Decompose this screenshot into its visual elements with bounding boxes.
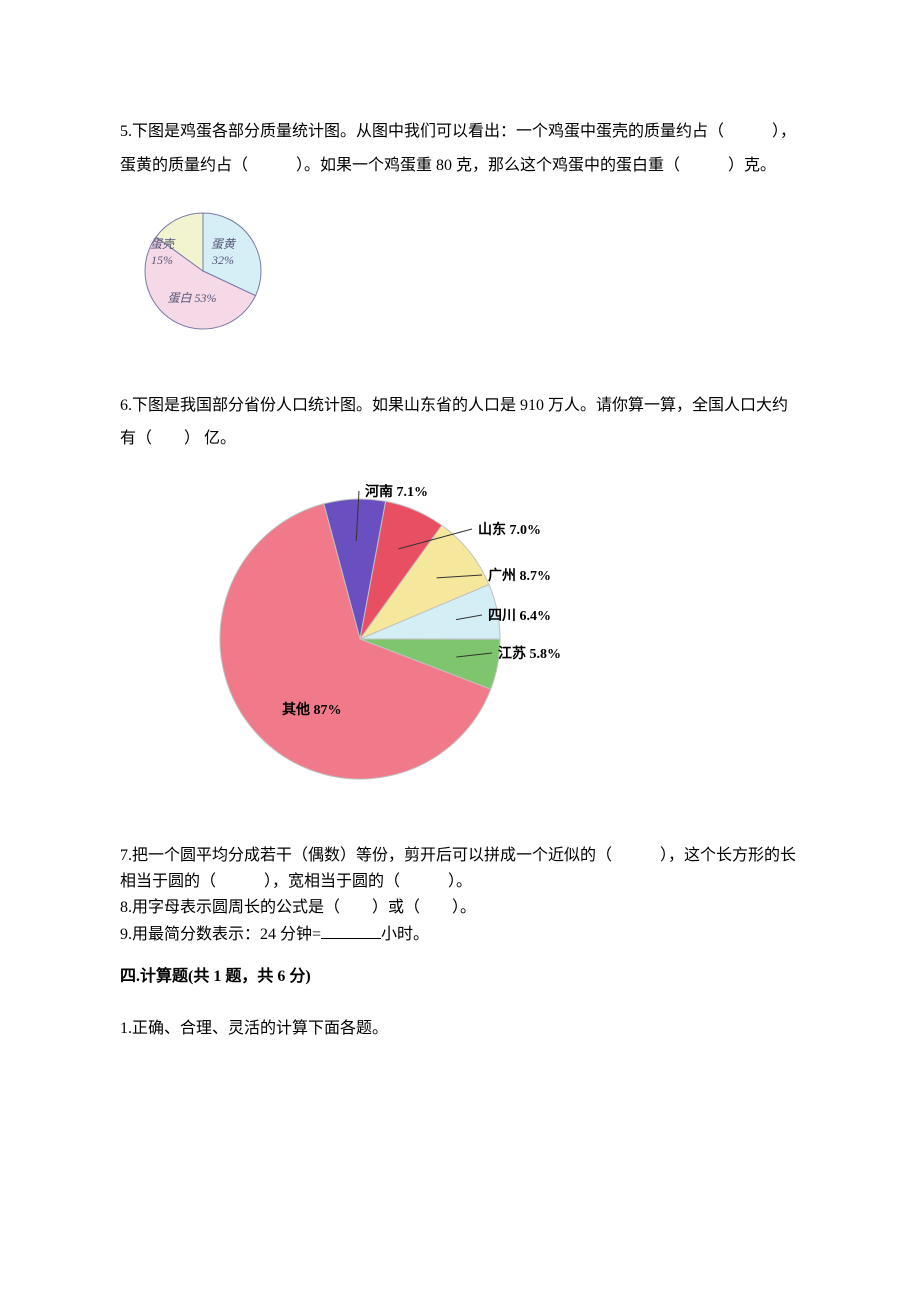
egg-pie-chart: 蛋黄 32% 蛋壳 15% 蛋白 53% xyxy=(128,206,288,346)
question-5-chart: 蛋黄 32% 蛋壳 15% 蛋白 53% xyxy=(128,206,800,359)
question-7-text: 7.把一个圆平均分成若干（偶数）等份，剪开后可以拼成一个近似的（ ），这个长方形… xyxy=(120,843,800,896)
svg-text:广州 8.7%: 广州 8.7% xyxy=(488,567,551,584)
q9-prefix: 9.用最简分数表示：24 分钟= xyxy=(120,926,321,943)
questions-7-9: 7.把一个圆平均分成若干（偶数）等份，剪开后可以拼成一个近似的（ ），这个长方形… xyxy=(120,843,800,949)
svg-text:四川 6.4%: 四川 6.4% xyxy=(488,608,551,624)
section-4-q1: 1.正确、合理、灵活的计算下面各题。 xyxy=(120,1012,800,1046)
q9-blank xyxy=(321,938,381,939)
population-pie-chart: 河南 7.1% 山东 7.0% 广州 8.7% 四川 6.4% 江苏 5.8% 其他 87… xyxy=(200,484,620,794)
section-4-heading: 四.计算题(共 1 题，共 6 分) xyxy=(120,960,800,994)
svg-text:山东 7.0%: 山东 7.0% xyxy=(478,521,541,538)
svg-text:15%: 15% xyxy=(151,253,173,267)
svg-text:蛋黄: 蛋黄 xyxy=(211,237,237,251)
question-9-text: 9.用最简分数表示：24 分钟= 小时。 xyxy=(120,922,800,948)
svg-text:其他 87%: 其他 87% xyxy=(282,701,342,718)
svg-text:蛋白 53%: 蛋白 53% xyxy=(168,291,217,305)
question-8-text: 8.用字母表示圆周长的公式是（ ）或（ ）。 xyxy=(120,895,800,921)
question-6-text: 6.下图是我国部分省份人口统计图。如果山东省的人口是 910 万人。请你算一算，… xyxy=(120,389,800,456)
svg-text:江苏 5.8%: 江苏 5.8% xyxy=(498,645,561,662)
svg-text:蛋壳: 蛋壳 xyxy=(150,237,176,251)
svg-text:河南 7.1%: 河南 7.1% xyxy=(365,484,428,500)
svg-text:32%: 32% xyxy=(211,253,234,267)
question-5-text: 5.下图是鸡蛋各部分质量统计图。从图中我们可以看出：一个鸡蛋中蛋壳的质量约占（ … xyxy=(120,115,800,182)
q9-suffix: 小时。 xyxy=(381,926,429,943)
question-6-chart: 河南 7.1% 山东 7.0% 广州 8.7% 四川 6.4% 江苏 5.8% 其他 87… xyxy=(200,484,800,807)
